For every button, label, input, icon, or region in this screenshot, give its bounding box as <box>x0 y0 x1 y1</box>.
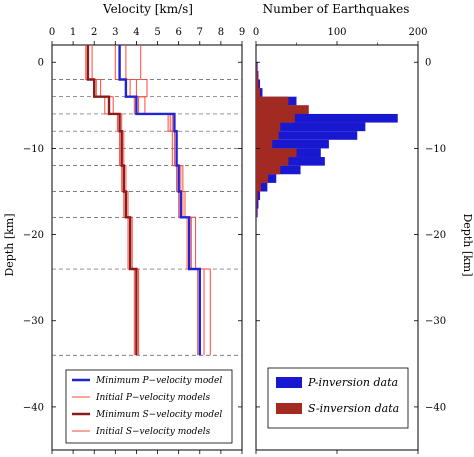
earthquake-bar <box>256 122 281 132</box>
earthquake-bar <box>256 191 258 201</box>
legend-label: Initial P−velocity models <box>95 393 211 403</box>
legend-label: Minimum S−velocity model <box>95 410 222 420</box>
earthquake-bar <box>256 157 289 166</box>
velocity-x-tick-label: 0 <box>49 27 55 38</box>
earthquakes-y-tick-label: 0 <box>425 58 431 69</box>
earthquakes-panel: Number of Earthquakes 0 100 200 0 −10 −20 −30… <box>253 2 474 454</box>
earthquakes-legend: P-inversion data S-inversion data <box>267 367 409 429</box>
earthquake-bar <box>256 70 258 80</box>
velocity-series <box>85 45 211 356</box>
velocity-y-tick-label: 0 <box>38 58 44 69</box>
earthquake-bar <box>256 148 297 158</box>
earthquake-bar <box>256 165 281 175</box>
velocity-x-ticks: 0 1 2 3 4 5 6 7 8 9 <box>49 27 245 454</box>
earthquake-bar <box>256 200 259 209</box>
initial-model-line <box>85 45 140 356</box>
earthquakes-depth-label: Depth [km] <box>461 213 474 276</box>
legend-swatch <box>276 403 302 414</box>
earthquake-bar <box>256 131 279 140</box>
legend-label: Minimum P−velocity model <box>95 376 222 386</box>
earthquake-bar <box>256 113 295 123</box>
legend-label: P-inversion data <box>307 376 398 389</box>
velocity-x-tick-label: 8 <box>218 27 224 38</box>
earthquake-bar <box>256 79 259 89</box>
minimum-model-line <box>86 45 138 356</box>
velocity-y-tick-label: −10 <box>23 144 44 155</box>
earthquake-bar <box>256 62 257 71</box>
earthquake-bar <box>256 139 329 149</box>
velocity-x-tick-label: 3 <box>112 27 118 38</box>
velocity-x-tick-label: 1 <box>70 27 76 38</box>
earthquake-bar <box>256 182 268 192</box>
velocity-plot-frame <box>51 44 243 451</box>
velocity-x-tick-label: 6 <box>175 27 181 38</box>
velocity-y-tick-label: −30 <box>23 316 44 327</box>
earthquake-bar <box>256 174 269 183</box>
velocity-title: Velocity [km/s] <box>102 2 193 16</box>
earthquakes-x-tick-label: 100 <box>327 27 346 38</box>
earthquake-bar <box>256 208 257 218</box>
earthquakes-x-ticks: 0 100 200 <box>253 27 428 454</box>
earthquake-bar <box>256 96 289 106</box>
earthquakes-y-tick-label: −30 <box>425 316 446 327</box>
earthquakes-x-tick-label: 200 <box>408 27 427 38</box>
initial-model-line <box>114 45 199 356</box>
earthquake-bar <box>256 122 366 132</box>
velocity-y-tick-label: −40 <box>23 402 44 413</box>
legend-label: S-inversion data <box>308 402 399 415</box>
earthquake-bar <box>256 139 273 149</box>
earthquakes-y-tick-label: −40 <box>425 402 446 413</box>
earthquakes-y-tick-label: −20 <box>425 230 446 241</box>
earthquake-bar <box>256 157 325 166</box>
earthquake-bar <box>256 182 261 192</box>
minimum-model-line <box>118 45 202 356</box>
velocity-depth-label: Depth [km] <box>3 213 16 276</box>
velocity-x-tick-label: 9 <box>239 27 245 38</box>
legend-label: Initial S−velocity models <box>95 427 211 437</box>
initial-model-line <box>125 45 205 356</box>
velocity-y-tick-label: −20 <box>23 230 44 241</box>
earthquakes-y-tick-label: −10 <box>425 144 446 155</box>
velocity-x-tick-label: 2 <box>91 27 97 38</box>
earthquake-bar <box>256 113 398 123</box>
earthquakes-x-tick-label: 0 <box>253 27 259 38</box>
velocity-panel: Velocity [km/s] 0 1 2 3 4 5 6 7 8 9 0 −10 −20 −30 −40… <box>3 2 245 454</box>
initial-model-line <box>91 45 135 356</box>
earthquake-bar <box>256 105 309 114</box>
earthquake-bar <box>256 88 261 97</box>
earthquake-bar <box>256 200 257 209</box>
earthquakes-title: Number of Earthquakes <box>263 2 410 16</box>
earthquake-bar <box>256 191 261 201</box>
earthquakes-y-ticks: 0 −10 −20 −30 −40 <box>256 58 446 413</box>
velocity-legend-box <box>65 369 233 444</box>
legend-swatch <box>276 377 302 388</box>
earthquake-bar <box>256 131 358 140</box>
velocity-legend: Minimum P−velocity model Initial P−veloci… <box>65 369 233 444</box>
velocity-x-tick-label: 4 <box>133 27 139 38</box>
velocity-y-ticks: 0 −10 −20 −30 −40 <box>23 58 242 413</box>
earthquakes-bars <box>256 62 398 218</box>
velocity-x-tick-label: 5 <box>154 27 160 38</box>
velocity-x-tick-label: 7 <box>197 27 203 38</box>
velocity-layer-lines <box>52 79 242 356</box>
